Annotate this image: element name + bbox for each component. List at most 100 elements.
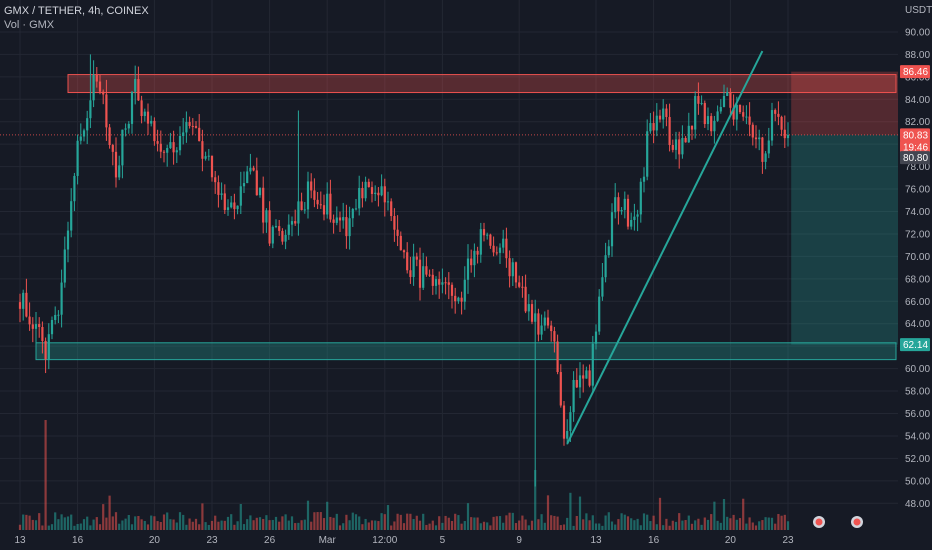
- candle-body: [562, 405, 566, 439]
- volume-bar: [422, 513, 425, 530]
- candle-body: [22, 292, 25, 309]
- candle-body: [716, 111, 719, 121]
- candle-body: [34, 324, 38, 329]
- y-tick-label: 84.00: [905, 95, 930, 106]
- candle-body: [694, 96, 697, 130]
- volume-bar: [246, 519, 249, 530]
- candle-body: [175, 150, 178, 153]
- candle-body: [47, 334, 50, 360]
- candle-body: [345, 217, 348, 237]
- candle-body: [329, 193, 332, 220]
- y-tick-label: 64.00: [905, 319, 930, 330]
- candle-body: [322, 205, 326, 215]
- volume-bar: [473, 517, 476, 530]
- volume-bar: [50, 524, 54, 530]
- volume-bar: [703, 517, 706, 530]
- candle-body: [706, 116, 710, 125]
- candle-body: [431, 274, 434, 286]
- volume-bar: [470, 517, 473, 530]
- candle-body: [249, 167, 252, 172]
- candle-body: [470, 258, 473, 266]
- candle-body: [652, 123, 655, 131]
- volume-bar: [476, 517, 479, 530]
- candle-body: [95, 74, 98, 82]
- candle-body: [553, 331, 556, 342]
- volume-bar: [290, 516, 294, 530]
- candle-body: [25, 292, 28, 317]
- volume-bar: [566, 517, 569, 530]
- candle-body: [274, 226, 278, 228]
- volume-bar: [332, 517, 335, 530]
- volume-bar: [223, 520, 226, 530]
- event-flag-icon-dot: [853, 518, 861, 526]
- candle-body: [582, 375, 585, 379]
- volume-bar: [751, 522, 754, 530]
- candle-body: [703, 103, 706, 125]
- candle-body: [130, 91, 134, 124]
- volume-bar: [268, 520, 271, 530]
- volume-bar: [34, 520, 38, 530]
- volume-bar: [92, 519, 95, 530]
- candle-body: [617, 197, 620, 212]
- volume-bar: [28, 515, 31, 530]
- volume-bar: [230, 514, 233, 530]
- candle-body: [671, 144, 674, 150]
- volume-bar: [537, 519, 540, 530]
- candle-body: [575, 379, 578, 388]
- candle-body: [729, 92, 732, 108]
- candle-body: [604, 255, 607, 278]
- volume-bar: [678, 513, 681, 530]
- volume-bar: [220, 520, 223, 530]
- candle-body: [38, 324, 41, 328]
- candle-body: [681, 137, 684, 155]
- candle-body: [777, 113, 780, 117]
- volume-bar: [761, 520, 764, 530]
- volume-bar: [578, 496, 582, 530]
- volume-bar: [569, 492, 572, 530]
- volume-bar: [540, 514, 543, 530]
- candle-body: [287, 224, 290, 235]
- candle-body: [524, 286, 527, 312]
- candle-body: [220, 193, 223, 195]
- volume-bar: [300, 520, 303, 530]
- candles: [18, 54, 790, 487]
- candle-body: [98, 81, 102, 92]
- candle-body: [569, 412, 572, 431]
- y-tick-label: 90.00: [905, 27, 930, 38]
- volume-bar: [271, 519, 274, 530]
- volume-bar: [386, 505, 390, 530]
- candle-body: [188, 122, 191, 126]
- candle-body: [114, 151, 118, 178]
- volume-bar: [786, 521, 790, 530]
- candle-body: [585, 370, 588, 379]
- candle-body: [457, 297, 460, 302]
- volume-bar: [514, 523, 518, 530]
- volume-bar: [41, 525, 44, 530]
- candle-body: [719, 106, 722, 112]
- candle-body: [54, 314, 57, 321]
- candle-body: [642, 176, 646, 182]
- volume-bar: [652, 515, 655, 530]
- candle-body: [348, 218, 351, 237]
- candle-body: [505, 238, 508, 259]
- candle-body: [610, 212, 614, 247]
- candle-body: [607, 246, 610, 256]
- volume-bar: [649, 521, 652, 530]
- candle-body: [159, 143, 162, 152]
- x-tick-label: 26: [264, 535, 276, 546]
- candle-body: [271, 226, 274, 244]
- volume-bar: [425, 524, 428, 530]
- chart-header: GMX / TETHER, 4h, COINEX Vol · GMX: [4, 4, 149, 32]
- candle-body: [169, 142, 172, 149]
- volume-bar: [178, 512, 182, 530]
- volume-bar: [780, 515, 783, 530]
- volume-bar: [326, 501, 329, 530]
- y-tick-label: 66.00: [905, 297, 930, 308]
- volume-bar: [54, 512, 57, 530]
- volume-bar: [348, 520, 351, 530]
- volume-bar: [393, 521, 396, 530]
- candle-body: [396, 229, 399, 236]
- volume-bar: [460, 523, 463, 530]
- candle-body: [454, 295, 457, 302]
